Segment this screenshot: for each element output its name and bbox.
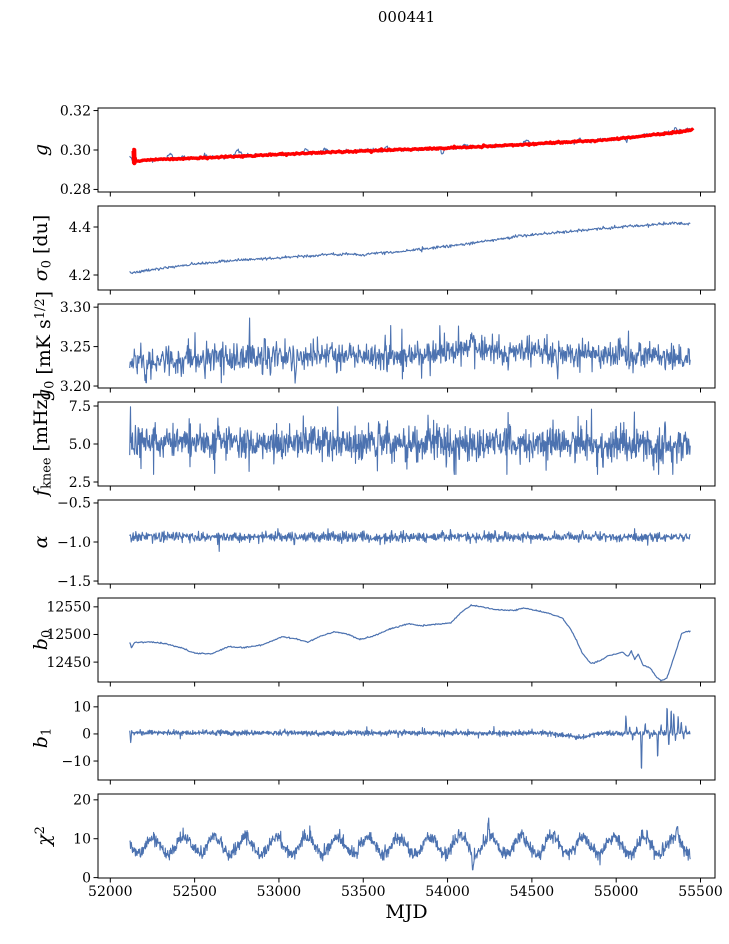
ytick-label-alpha: −1.0 xyxy=(57,535,91,551)
panel-g0 xyxy=(129,317,691,384)
xtick-label: 55500 xyxy=(678,884,723,900)
panel-frame-sigma0 xyxy=(97,205,716,291)
ytick-label-alpha: −0.5 xyxy=(57,496,91,512)
ytick-label-fknee: 7.5 xyxy=(69,399,91,415)
ytick-label-alpha: −1.5 xyxy=(57,574,91,590)
ytick-label-fknee: 2.5 xyxy=(69,475,91,491)
series-g-smoothed xyxy=(131,127,695,166)
panel-b0 xyxy=(129,604,691,682)
series-g0 xyxy=(129,317,691,384)
ytick-label-fknee: 5.0 xyxy=(69,437,91,453)
panel-frame-chi2 xyxy=(97,793,716,879)
panel-g xyxy=(129,127,695,166)
panel-frame-b0 xyxy=(97,597,716,683)
xtick-label: 55000 xyxy=(594,884,639,900)
ytick-label-g: 0.32 xyxy=(60,103,91,119)
series-chi2 xyxy=(129,817,691,871)
panel-b1 xyxy=(129,707,691,769)
ytick-label-b0: 12500 xyxy=(46,627,91,643)
ytick-label-b1: 0 xyxy=(82,727,91,743)
ytick-label-g0: 3.25 xyxy=(60,339,91,355)
panel-alpha xyxy=(129,528,691,552)
panel-frame-b1 xyxy=(97,695,716,781)
xtick-label: 53000 xyxy=(257,884,302,900)
ytick-label-b1: 10 xyxy=(73,700,91,716)
ytick-label-sigma0: 4.2 xyxy=(69,268,91,284)
ytick-label-b1: −10 xyxy=(61,754,91,770)
ytick-label-sigma0: 4.4 xyxy=(69,220,91,236)
series-b0 xyxy=(129,604,691,682)
ytick-label-g0: 3.30 xyxy=(60,300,91,316)
panel-sigma0 xyxy=(129,221,691,275)
series-fknee xyxy=(129,406,691,475)
ytick-label-b0: 12550 xyxy=(46,600,91,616)
ylabel-chi2: χ2 xyxy=(32,826,55,846)
ytick-label-g0: 3.20 xyxy=(60,379,91,395)
ytick-label-b0: 12450 xyxy=(46,655,91,671)
xtick-label: 52000 xyxy=(88,884,133,900)
figure-title: 000441 xyxy=(377,8,436,26)
ytick-label-chi2: 20 xyxy=(73,793,91,809)
series-alpha xyxy=(129,528,691,552)
xtick-label: 54500 xyxy=(510,884,555,900)
ytick-label-g: 0.30 xyxy=(60,143,91,159)
xtick-label: 53500 xyxy=(341,884,386,900)
series-sigma0 xyxy=(129,221,691,275)
ytick-label-chi2: 0 xyxy=(82,870,91,886)
x-axis-label: MJD xyxy=(385,901,428,923)
panel-frame-g0 xyxy=(97,303,716,389)
ytick-label-chi2: 10 xyxy=(73,831,91,847)
xtick-label: 54000 xyxy=(425,884,470,900)
ytick-label-g: 0.28 xyxy=(60,182,91,198)
xtick-label: 52500 xyxy=(172,884,217,900)
panel-frame-alpha xyxy=(97,499,716,585)
panel-chi2 xyxy=(129,817,691,871)
series-b1 xyxy=(129,707,691,769)
panel-fknee xyxy=(129,406,691,475)
